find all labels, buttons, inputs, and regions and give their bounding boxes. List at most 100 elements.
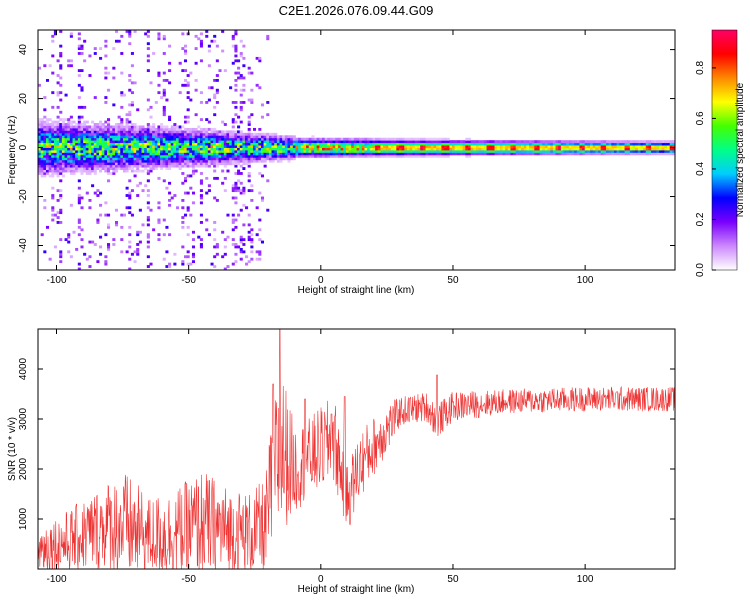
heatmap-cell [38,123,42,126]
heatmap-cell [38,150,42,153]
heatmap-cell [72,162,76,166]
heatmap-cell [194,147,198,151]
heatmap-cell [205,176,209,180]
heatmap-cell [59,255,63,259]
heatmap-cell [276,135,280,139]
heatmap-cell [345,147,349,151]
heatmap-cell [149,81,153,85]
heatmap-cell [99,142,103,146]
heatmap-cell [359,142,363,146]
heatmap-cell [77,105,81,109]
heatmap-cell [242,142,246,146]
heatmap-cell [635,145,639,148]
heatmap-cell [335,152,339,156]
heatmap-cell [271,137,275,141]
heatmap-cell [584,147,588,151]
heatmap-cell [152,130,156,134]
heatmap-cell [43,250,47,254]
heatmap-cell [497,147,501,151]
heatmap-cell [162,140,166,144]
heatmap-cell [64,145,68,148]
heatmap-cell [579,145,583,148]
heatmap-cell [316,152,320,156]
heatmap-cell [574,142,578,146]
heatmap-cell [181,47,185,50]
heatmap-cell [146,223,150,227]
heatmap-cell [422,150,426,153]
heatmap-cell [107,118,111,122]
heatmap-cell [351,147,355,151]
heatmap-cell [324,142,328,146]
heatmap-cell [43,127,47,131]
heatmap-cell [112,154,116,158]
heatmap-cell [428,147,432,151]
heatmap-cell [475,145,479,148]
heatmap-cell [563,140,567,144]
heatmap-cell [152,159,156,163]
heatmap-cell [653,145,657,148]
heatmap-cell [40,164,44,168]
heatmap-cell [80,206,84,210]
heatmap-cell [56,132,60,136]
heatmap-cell [536,140,541,144]
heatmap-cell [183,127,188,131]
heatmap-cell [595,145,599,148]
heatmap-cell [112,169,116,173]
heatmap-cell [173,142,177,146]
heatmap-cell [632,145,636,148]
heatmap-cell [467,154,472,158]
heatmap-cell [635,147,639,151]
heatmap-cell [183,162,188,166]
heatmap-cell [268,147,272,151]
heatmap-cell [348,140,352,144]
heatmap-cell [656,145,660,148]
heatmap-cell [207,127,211,131]
heatmap-cell [80,152,84,156]
heatmap-cell [128,245,132,249]
y-tick-label: -20 [18,189,29,204]
heatmap-cell [91,150,95,153]
heatmap-cell [542,152,546,156]
heatmap-cell [91,167,95,170]
heatmap-cell [637,150,641,153]
heatmap-cell [428,154,432,158]
heatmap-cell [489,142,493,146]
heatmap-cell [77,37,81,41]
heatmap-cell [536,150,541,153]
heatmap-cell [337,142,341,146]
heatmap-cell [231,147,235,151]
heatmap-cell [56,125,60,129]
heatmap-cell [85,150,89,153]
heatmap-cell [359,147,363,151]
heatmap-cell [361,145,365,148]
heatmap-cell [260,142,265,146]
heatmap-cell [247,137,251,141]
heatmap-cell [141,130,145,134]
heatmap-cell [199,181,203,185]
heatmap-cell [168,44,172,48]
heatmap-cell [483,140,487,144]
heatmap-cell [457,142,461,146]
heatmap-cell [542,140,546,144]
heatmap-cell [64,169,68,173]
heatmap-cell [475,152,479,156]
heatmap-cell [59,162,63,166]
heatmap-cell [40,125,44,129]
heatmap-cell [43,157,47,161]
heatmap-cell [160,167,164,170]
heatmap-cell [207,154,211,158]
heatmap-cell [197,152,201,156]
heatmap-cell [534,152,538,156]
heatmap-cell [67,125,71,129]
heatmap-cell [162,108,166,112]
heatmap-cell [643,152,647,156]
heatmap-cell [199,142,203,146]
heatmap-cell [69,145,73,148]
heatmap-cell [191,260,195,264]
heatmap-cell [375,150,379,153]
heatmap-cell [436,147,440,151]
heatmap-cell [186,96,190,99]
heatmap-cell [149,150,153,153]
heatmap-cell [197,140,201,144]
heatmap-cell [295,147,299,151]
